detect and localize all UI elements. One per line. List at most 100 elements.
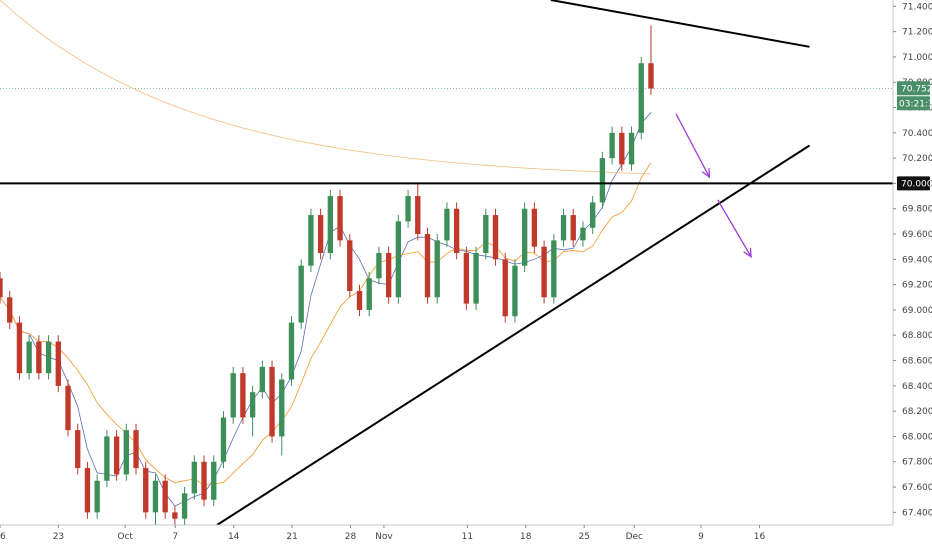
x-tick-label: 11: [462, 532, 473, 542]
candle-body: [75, 430, 81, 469]
candle-body: [395, 221, 402, 298]
candle-body: [211, 461, 217, 500]
candle-body: [94, 480, 100, 513]
candle-body: [434, 240, 440, 298]
x-tick-label: 14: [228, 532, 240, 542]
candle-body: [541, 246, 547, 298]
y-tick-label: 68.600: [902, 357, 932, 367]
candle-body: [230, 373, 236, 418]
x-tick-label: 16: [754, 532, 766, 542]
y-tick-label: 67.800: [902, 458, 932, 468]
ma-long-line: [0, 0, 652, 175]
price-axis: 71.40071.20071.00070.80070.60070.40070.2…: [892, 0, 932, 550]
candle-body: [483, 215, 489, 254]
candle-body: [521, 208, 528, 266]
y-tick-label: 71.400: [902, 2, 932, 12]
candle-body: [638, 63, 644, 133]
x-tick-label: 7: [172, 532, 178, 542]
x-tick-label: Oct: [117, 532, 133, 542]
y-tick-label: 70.200: [902, 154, 932, 164]
x-tick-label: 18: [520, 532, 532, 542]
level-badge: 70.000: [901, 179, 932, 189]
candle-body: [269, 366, 275, 437]
candle-body: [648, 63, 654, 89]
candle-body: [473, 253, 479, 304]
candle-body: [279, 379, 285, 437]
candle-body: [113, 436, 120, 475]
y-tick-label: 69.600: [902, 230, 932, 240]
candle-body: [259, 366, 266, 393]
x-tick-label: 23: [53, 532, 64, 542]
timer-badge: 03:21:17: [899, 99, 932, 109]
x-tick-label: 9: [698, 532, 704, 542]
candle-body: [191, 461, 197, 494]
candles: [0, 25, 654, 525]
candle-body: [356, 290, 363, 310]
candle-body: [308, 215, 314, 266]
projection-arrows: [675, 113, 752, 259]
y-tick-label: 69.200: [902, 281, 932, 291]
y-tick-label: 71.200: [902, 28, 932, 38]
candle-body: [133, 430, 139, 469]
candle-body: [143, 468, 149, 513]
x-tick-label: 28: [345, 532, 357, 542]
candle-body: [249, 392, 256, 418]
candle-body: [551, 240, 557, 298]
candle-body: [453, 208, 460, 254]
candle-body: [26, 341, 32, 374]
falling-resistance-trendline: [550, 0, 810, 48]
candle-body: [0, 278, 3, 298]
time-axis-background: [0, 525, 932, 550]
candle-body: [36, 341, 42, 374]
candle-body: [347, 240, 353, 291]
candle-body: [152, 480, 159, 513]
candle-body: [570, 215, 576, 241]
candle-body: [619, 132, 625, 165]
candle-body: [376, 253, 382, 279]
y-tick-label: 67.600: [902, 483, 932, 493]
candle-body: [609, 132, 615, 159]
candle-body: [628, 132, 635, 165]
candle-body: [366, 278, 372, 310]
candle-body: [385, 253, 392, 298]
y-tick-label: 68.800: [902, 331, 932, 341]
candle-body: [502, 259, 508, 317]
candle-body: [181, 493, 188, 519]
y-tick-label: 69.000: [902, 306, 932, 316]
candle-body: [288, 322, 295, 380]
candle-body: [172, 512, 178, 519]
candle-body: [444, 208, 450, 241]
x-tick-label: Dec: [626, 532, 643, 542]
candle-body: [327, 196, 334, 254]
candle-body: [162, 480, 168, 513]
arrow-shaft-1: [675, 113, 710, 178]
time-axis: 16 23 Oct 7 14 21 28 Nov 11 18 25 Dec 9 16: [0, 524, 932, 550]
candle-body: [55, 341, 61, 386]
candle-body: [590, 202, 596, 228]
candle-body: [65, 385, 71, 431]
candle-body: [240, 373, 246, 418]
candle-body: [560, 215, 567, 241]
candle-body: [45, 341, 52, 374]
candle-body: [298, 265, 304, 323]
candle-body: [337, 196, 343, 241]
candle-body: [16, 322, 23, 374]
x-tick-label: Nov: [375, 532, 393, 542]
candle-body: [580, 227, 586, 241]
candle-body: [512, 265, 518, 317]
level-badge-bg: [897, 176, 930, 191]
x-tick-label: 21: [286, 532, 297, 542]
y-tick-label: 68.000: [902, 432, 932, 442]
candle-body: [220, 417, 227, 462]
y-tick-label: 71.000: [902, 53, 932, 63]
trendlines: [0, 0, 893, 526]
y-tick-label: 70.400: [902, 129, 932, 139]
x-tick-label: 25: [578, 532, 589, 542]
y-tick-label: 68.400: [902, 382, 932, 392]
current-price-badge-bg: [897, 81, 930, 96]
arrow-head-2: [743, 247, 752, 259]
candle-body: [104, 436, 110, 481]
candle-body: [201, 461, 207, 500]
arrow-shaft-2: [717, 199, 752, 258]
